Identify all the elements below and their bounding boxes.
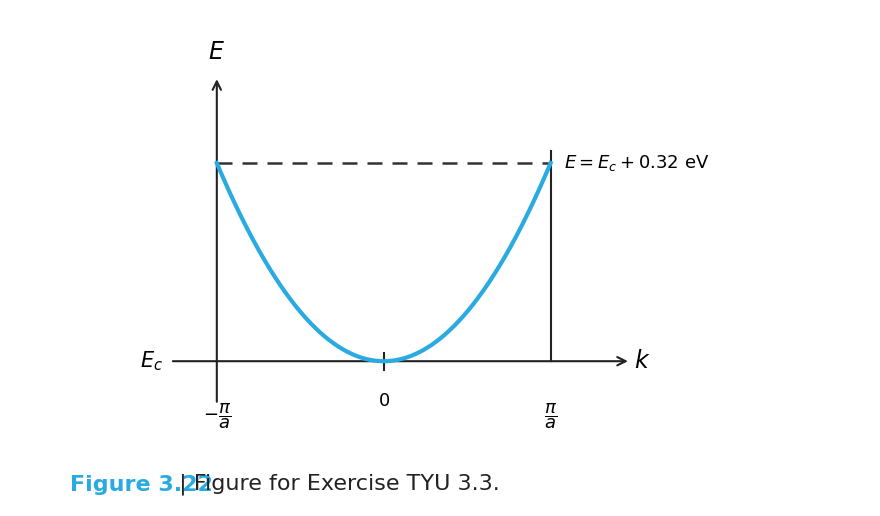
Text: | Figure for Exercise TYU 3.3.: | Figure for Exercise TYU 3.3. [172,474,499,495]
Text: $\dfrac{\pi}{a}$: $\dfrac{\pi}{a}$ [544,401,557,431]
Text: $-\dfrac{\pi}{a}$: $-\dfrac{\pi}{a}$ [202,401,231,431]
Text: $E = E_c + 0.32\ \mathrm{eV}$: $E = E_c + 0.32\ \mathrm{eV}$ [564,153,709,173]
Text: $0$: $0$ [378,392,390,410]
Text: Figure 3.22: Figure 3.22 [70,475,213,495]
Text: $E_c$: $E_c$ [141,349,164,373]
Text: $k$: $k$ [634,350,650,373]
Text: $E$: $E$ [209,41,225,64]
